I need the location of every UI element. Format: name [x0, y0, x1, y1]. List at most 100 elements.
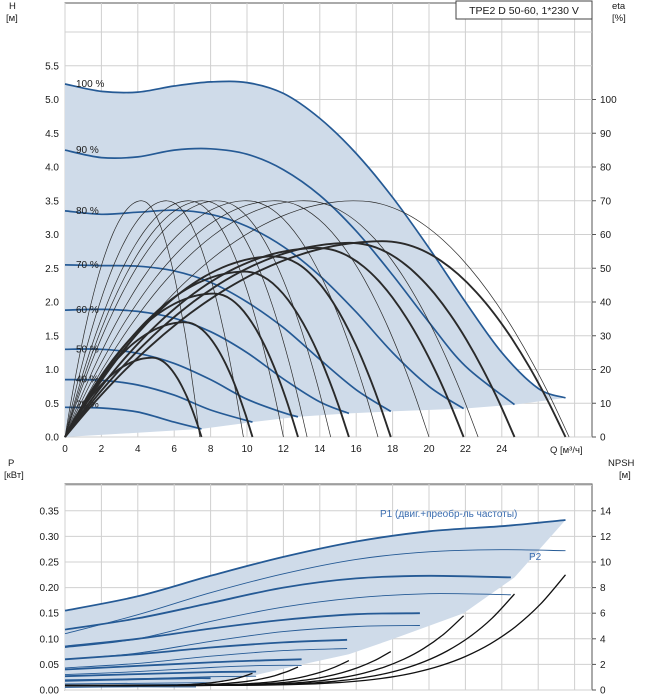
flow-tick-label: 8 [208, 444, 214, 455]
head-tick-label: 4.0 [45, 163, 59, 174]
flow-tick-label: 12 [278, 444, 290, 455]
axis-labels: H [м] eta [%] Q [м³/ч] P [кВт] NPSH [м] … [4, 1, 635, 563]
head-tick-label: 1.0 [45, 365, 59, 376]
flow-tick-label: 6 [171, 444, 177, 455]
p2-curve [64, 648, 348, 669]
head-tick-label: 0.0 [45, 433, 59, 444]
head-curve-label: 90 % [76, 145, 99, 156]
head-tick-label: 3.5 [45, 196, 59, 207]
eta-curve [64, 200, 244, 438]
eta-axis-unit: [%] [612, 13, 626, 24]
head-tick-label: 5.0 [45, 95, 59, 106]
head-curve-label: 60 % [76, 305, 99, 316]
head-curve-label: 100 % [76, 79, 104, 90]
eta-tick-label: 70 [600, 196, 612, 207]
head-operating-range [65, 81, 566, 437]
p1-curve [64, 638, 348, 661]
eta-tick-label: 50 [600, 264, 612, 275]
eta-curve [64, 200, 201, 438]
npsh-tick-label: 8 [600, 583, 606, 594]
power-tick-label: 0.20 [40, 583, 60, 594]
p1-curve [64, 658, 302, 671]
power-axis-unit: [кВт] [4, 470, 24, 481]
head-curve-label: 40 % [76, 375, 99, 386]
head-curve-label: 70 % [76, 260, 99, 271]
eta-tick-label: 10 [600, 399, 612, 410]
p1-series-label: P1 (двиг.+преобр-ль частоты) [380, 508, 517, 520]
flow-tick-label: 24 [496, 444, 508, 455]
npsh-tick-label: 6 [600, 609, 606, 620]
head-axis-label: H [9, 1, 16, 12]
npsh-tick-label: 12 [600, 532, 612, 543]
head-tick-label: 3.0 [45, 230, 59, 241]
head-curve [64, 264, 392, 413]
p2-curve [64, 664, 302, 676]
flow-axis-label: Q [550, 445, 557, 456]
eta-curve [64, 200, 308, 438]
eta-curve [64, 200, 479, 438]
flow-tick-label: 14 [314, 444, 326, 455]
head-tick-label: 0.5 [45, 399, 59, 410]
eta-curve [64, 240, 567, 438]
eta-tick-label: 100 [600, 95, 617, 106]
p1-curve [64, 574, 511, 631]
npsh-axis-label: NPSH [608, 458, 635, 469]
eta-tick-label: 90 [600, 129, 612, 140]
eta-axis-label: eta [612, 1, 626, 12]
head-curve [64, 308, 350, 415]
eta-tick-label: 60 [600, 230, 612, 241]
eta-tick-label: 40 [600, 298, 612, 309]
p1-curve [64, 519, 566, 612]
head-tick-label: 1.5 [45, 331, 59, 342]
npsh-tick-label: 2 [600, 660, 606, 671]
head-curve [64, 209, 465, 410]
flow-tick-label: 18 [387, 444, 399, 455]
head-chart: 100 %90 %80 %70 %60 %50 %40 %29 %0.00.51… [45, 2, 617, 455]
npsh-curve [64, 574, 566, 687]
eta-curve [64, 246, 465, 438]
flow-tick-label: 16 [351, 444, 363, 455]
eta-curve [64, 241, 516, 438]
chart-title: TPE2 D 50-60, 1*230 V [469, 5, 579, 17]
eta-curve [64, 200, 570, 438]
head-axis-unit: [м] [6, 13, 18, 24]
eta-curve [64, 200, 430, 438]
eta-tick-label: 80 [600, 163, 612, 174]
head-tick-label: 2.5 [45, 264, 59, 275]
eta-curve [64, 255, 392, 438]
eta-curve [64, 200, 332, 438]
power-tick-label: 0.35 [40, 506, 60, 517]
eta-curve [64, 200, 284, 438]
npsh-tick-label: 10 [600, 558, 612, 569]
flow-tick-label: 20 [423, 444, 435, 455]
power-operating-range [65, 520, 566, 688]
eta-tick-label: 30 [600, 331, 612, 342]
flow-axis-unit: [м³/ч] [560, 445, 583, 456]
eta-tick-label: 20 [600, 365, 612, 376]
head-curve-label: 80 % [76, 206, 99, 217]
flow-tick-label: 4 [135, 444, 141, 455]
head-tick-label: 4.5 [45, 129, 59, 140]
power-tick-label: 0.25 [40, 558, 60, 569]
head-tick-label: 2.0 [45, 298, 59, 309]
npsh-tick-label: 14 [600, 506, 612, 517]
eta-curve [64, 200, 379, 438]
head-curve-label: 50 % [76, 344, 99, 355]
npsh-axis-unit: [м] [619, 470, 631, 481]
eta-curve [64, 270, 350, 438]
power-tick-label: 0.15 [40, 609, 60, 620]
title-box: TPE2 D 50-60, 1*230 V [455, 0, 593, 20]
power-tick-label: 0.30 [40, 532, 60, 543]
head-curve [64, 348, 299, 418]
power-chart: 0.00 0.05 0.10 0.15 0.20 0.25 0.30 0.35 0 2 4 6 8 10 1… [40, 483, 612, 697]
flow-tick-label: 22 [460, 444, 472, 455]
power-axis-label: P [8, 458, 14, 469]
flow-tick-label: 0 [62, 444, 68, 455]
head-tick-label: 5.5 [45, 61, 59, 72]
npsh-tick-label: 0 [600, 686, 606, 697]
head-curve [64, 80, 566, 399]
flow-tick-label: 2 [99, 444, 105, 455]
p1-curve [64, 677, 211, 682]
p1-curve [64, 612, 420, 648]
